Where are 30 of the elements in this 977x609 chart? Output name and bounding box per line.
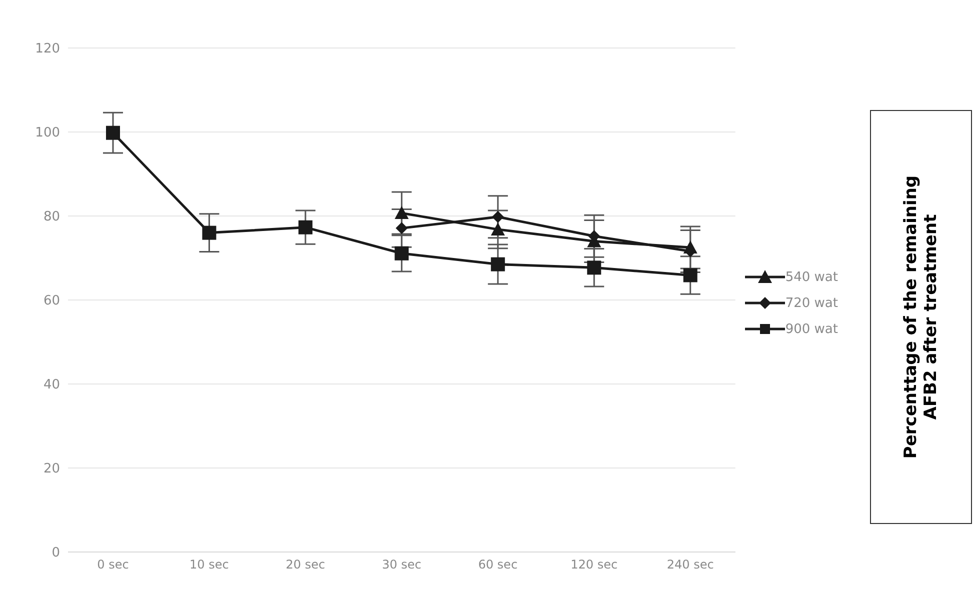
legend-label: 720 wat [785, 296, 838, 310]
point [106, 126, 120, 140]
text: Percenttage of the remaining AFB2 after treatment [901, 174, 941, 461]
point [396, 222, 408, 234]
y-tick-label: 20 [43, 462, 60, 477]
legend-label: 900 wat [785, 322, 838, 336]
y-tick-label: 80 [43, 210, 60, 225]
y-tick-label: 120 [35, 42, 60, 57]
point [683, 268, 698, 282]
x-tick-label: 0 sec [97, 558, 129, 572]
point [394, 246, 409, 260]
x-tick-label: 30 sec [382, 558, 422, 572]
x-tick-label: 10 sec [190, 558, 229, 572]
point [202, 226, 216, 240]
legend-label: 540 wat [785, 270, 838, 284]
point [298, 220, 312, 234]
y-tick-label: 100 [35, 126, 60, 141]
y-tick-label: 0 [52, 546, 60, 561]
point [490, 222, 505, 236]
point [394, 206, 409, 220]
x-tick-label: 120 sec [570, 558, 618, 572]
x-tick-label: 60 sec [478, 558, 518, 572]
x-tick-label: 20 sec [286, 558, 326, 572]
y-tick-label: 40 [43, 378, 60, 393]
point [492, 210, 504, 223]
y-tick-label: 60 [43, 294, 60, 309]
point [490, 257, 505, 272]
point [587, 260, 602, 275]
x-tick-label: 240 sec [666, 558, 714, 572]
point [683, 240, 698, 254]
